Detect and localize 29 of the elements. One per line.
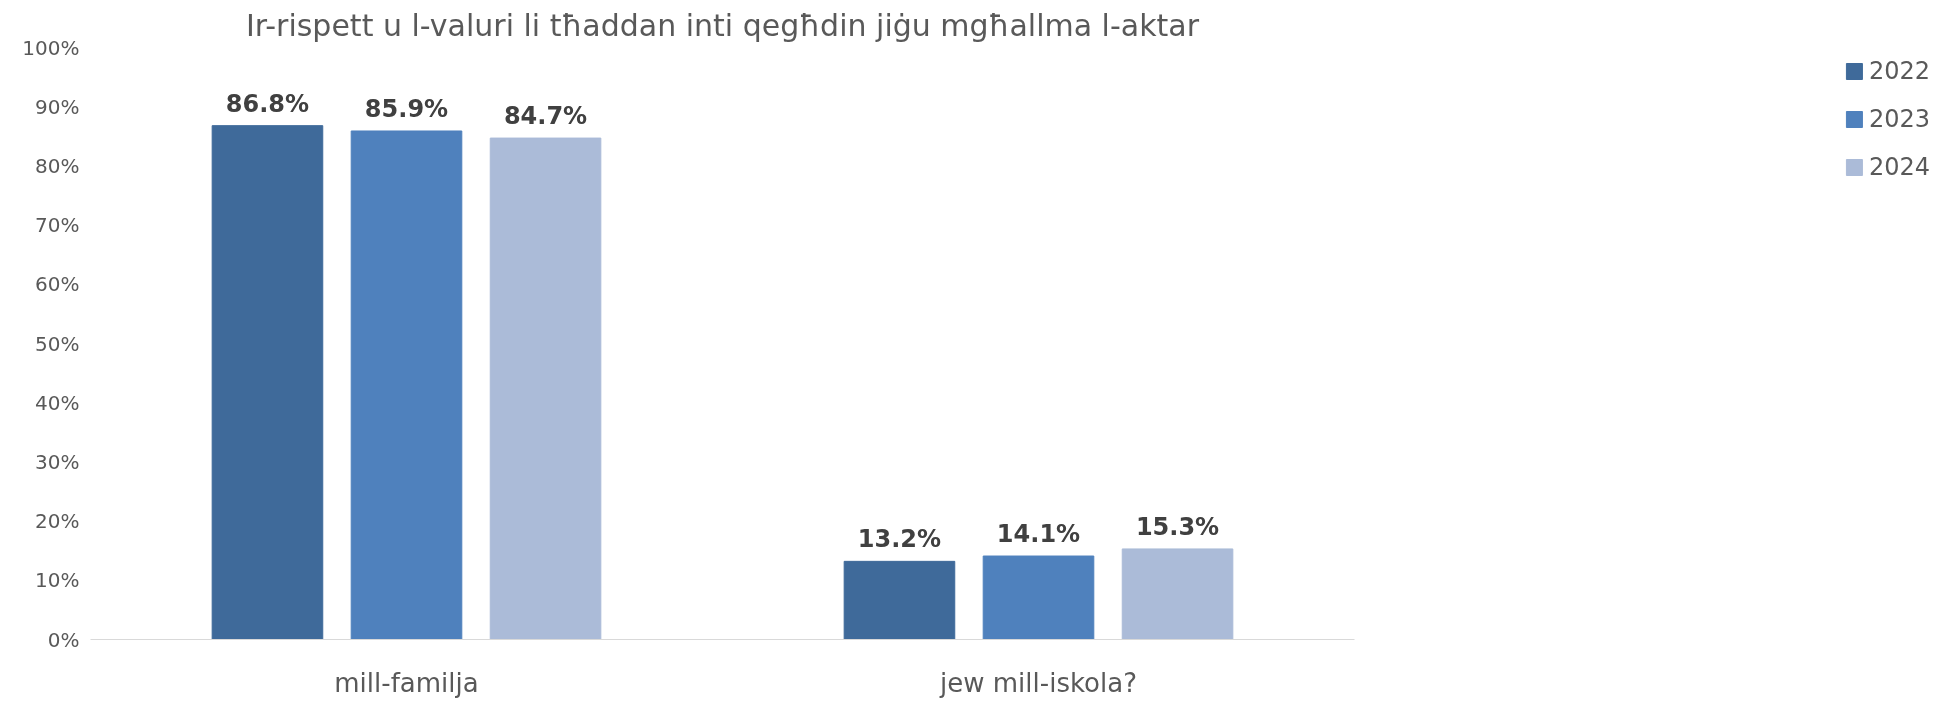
text: 14.1% (996, 520, 1081, 549)
bar (982, 555, 1095, 640)
bar (843, 560, 956, 640)
y-tick-label: 80% (35, 153, 80, 178)
text: 15.3% (1135, 512, 1220, 541)
text: 86.8% (225, 89, 310, 118)
text: 84.7% (503, 102, 588, 131)
text: 13.2% (857, 525, 942, 554)
bar (211, 125, 324, 640)
y-tick-label: 50% (35, 331, 80, 356)
y-tick-label: 20% (35, 509, 80, 534)
y-tick-label: 90% (35, 94, 80, 119)
bar (489, 137, 602, 640)
legend-label: 2024 (1868, 153, 1930, 181)
legend-label: 2022 (1868, 57, 1930, 85)
x-tick-label: jew mill-iskola? (939, 667, 1137, 698)
y-tick-label: 100% (22, 35, 80, 60)
legend-label: 2023 (1868, 105, 1930, 133)
y-tick-label: 60% (35, 272, 80, 297)
bar (350, 130, 463, 640)
y-tick-label: 40% (35, 390, 80, 415)
y-tick-label: 70% (35, 213, 80, 238)
y-tick-label: 30% (35, 449, 80, 474)
chart-title: Ir-rispett u l-valuri li tħaddan inti qegħdin jiġu mgħallma l-aktar (245, 7, 1200, 43)
x-tick-label: mill-familja (334, 667, 479, 698)
text: 85.9% (364, 94, 449, 123)
bar (1121, 548, 1234, 640)
y-tick-label: 0% (47, 627, 80, 652)
y-tick-label: 10% (35, 568, 80, 593)
